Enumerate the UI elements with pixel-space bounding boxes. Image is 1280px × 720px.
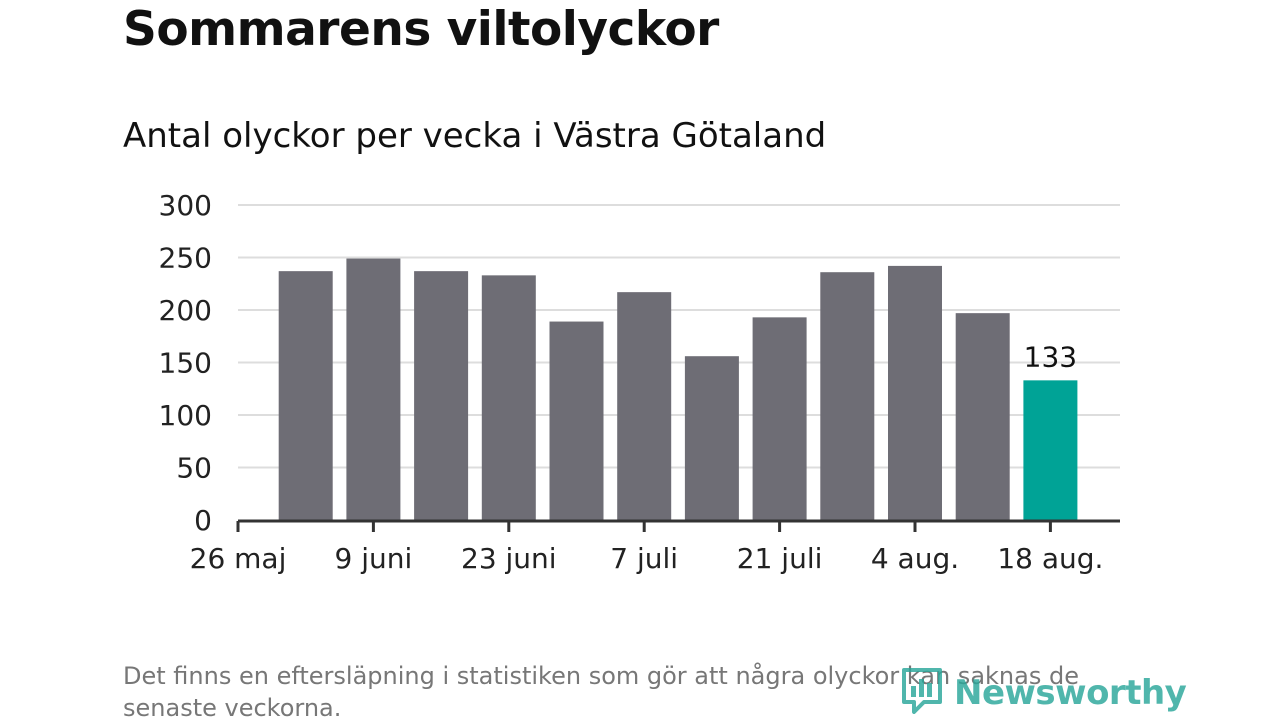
bar: [684, 356, 739, 520]
y-tick-label: 0: [194, 504, 212, 537]
chart-subtitle: Antal olyckor per vecka i Västra Götalan…: [123, 116, 827, 156]
x-tick-label: 4 aug.: [871, 542, 959, 575]
bar: [278, 271, 333, 520]
y-tick-label: 150: [159, 347, 212, 380]
bar-chart: 0 50 100 150 200 250 300 133 26 maj 9 juni 23 juni…: [159, 189, 1120, 575]
newsworthy-logo: Newsworthy: [900, 666, 1187, 720]
bar: [1023, 380, 1078, 520]
brand-name: Newsworthy: [954, 673, 1187, 713]
bar: [481, 275, 536, 520]
y-tick-label: 50: [176, 452, 212, 485]
bar-chart-pin-icon: [900, 666, 944, 720]
x-tick-label: 7 juli: [610, 542, 678, 575]
x-tick-label: 23 juni: [461, 542, 557, 575]
x-tick-label: 26 maj: [190, 542, 287, 575]
chart-title: Sommarens viltolyckor: [123, 2, 719, 57]
y-tick-label: 250: [159, 242, 212, 275]
x-tick-label: 21 juli: [737, 542, 823, 575]
bar: [414, 271, 469, 520]
bar: [955, 313, 1010, 520]
bars: [278, 258, 1078, 520]
bar: [888, 265, 942, 520]
x-tick-label: 9 juni: [335, 542, 413, 575]
data-label: 133: [1024, 340, 1077, 373]
bar: [549, 321, 604, 520]
x-tick-label: 18 aug.: [997, 542, 1103, 575]
bar: [617, 292, 672, 520]
labels: 0 50 100 150 200 250 300 133 26 maj 9 juni 23 juni…: [159, 189, 1104, 575]
y-tick-label: 100: [159, 399, 212, 432]
y-tick-label: 300: [159, 189, 212, 222]
y-tick-label: 200: [159, 294, 212, 327]
bar: [346, 258, 401, 520]
axes: [236, 519, 1120, 532]
bar: [820, 272, 875, 520]
bar: [752, 317, 807, 520]
